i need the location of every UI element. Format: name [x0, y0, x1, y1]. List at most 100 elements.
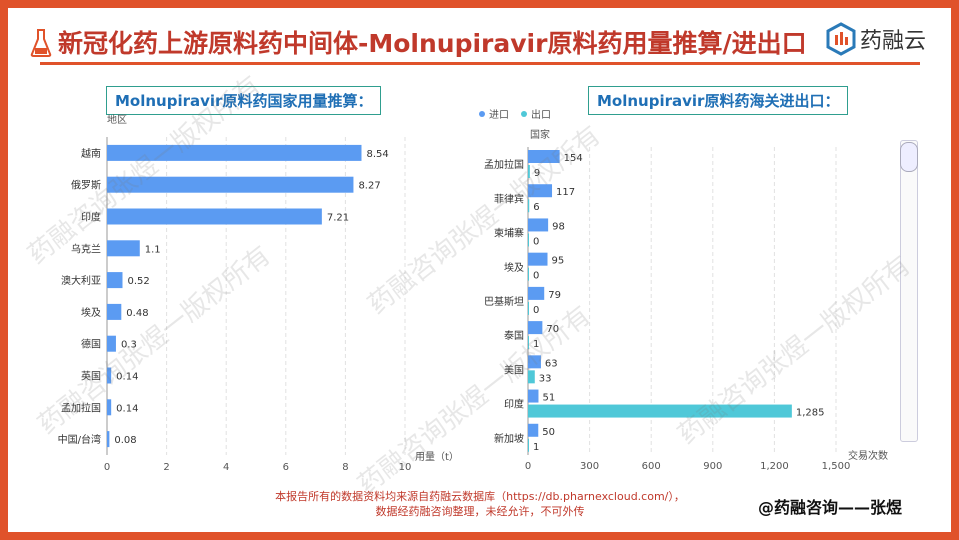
brand-name: 药融云: [860, 29, 927, 54]
bar: [528, 389, 539, 403]
bar: [528, 165, 530, 178]
bar: [528, 423, 539, 437]
bar-value-label: 0: [533, 305, 539, 316]
y-tick-label: 越南: [81, 147, 101, 160]
bar-value-label: 1: [533, 442, 539, 453]
bar-value-label: 0: [533, 236, 539, 247]
bar-value-label: 0.52: [127, 276, 149, 287]
chart-scroll-handle[interactable]: [900, 142, 918, 172]
brand-logo: 药融云: [826, 22, 926, 56]
bar: [528, 252, 548, 266]
bar: [107, 431, 110, 448]
bar: [528, 233, 529, 247]
x-tick-label: 1,500: [822, 461, 851, 470]
bar-value-label: 98: [552, 221, 565, 232]
legend-label: 进口: [489, 109, 509, 121]
data-source-note: 本报告所有的数据资料均来源自药融云数据库（https://db.pharnexc…: [230, 489, 730, 519]
hexagon-logo-icon: [826, 22, 856, 56]
y-tick-label: 英国: [81, 370, 101, 383]
bar-value-label: 0.08: [114, 435, 136, 446]
bar-value-label: 8.54: [366, 149, 388, 160]
right-panel-title: Molnupiravir原料药海关进出口：: [588, 86, 849, 115]
flask-icon: [30, 29, 52, 57]
bar-value-label: 1,285: [796, 408, 825, 419]
x-tick-label: 600: [642, 461, 661, 470]
y-tick-label: 中国/台湾: [58, 433, 101, 446]
bar-value-label: 8.27: [358, 181, 380, 192]
bar-value-label: 51: [542, 393, 555, 404]
bar-value-label: 0.14: [116, 372, 138, 383]
bar: [107, 367, 112, 384]
x-axis-title: 交易次数: [848, 449, 888, 462]
bar: [107, 399, 112, 416]
bar: [528, 218, 549, 232]
legend-marker: [521, 111, 527, 117]
bar-value-label: 1: [533, 339, 539, 350]
bar: [107, 144, 362, 161]
x-tick-label: 2: [163, 462, 169, 473]
y-tick-label: 俄罗斯: [71, 179, 101, 192]
bar-value-label: 0.14: [116, 403, 138, 414]
bar-value-label: 0.48: [126, 308, 148, 319]
bar: [528, 370, 535, 384]
bar-value-label: 7.21: [327, 213, 349, 224]
bar-value-label: 117: [556, 187, 575, 198]
bar: [107, 303, 122, 320]
bar: [528, 355, 541, 369]
y-tick-label: 菲律宾: [494, 192, 524, 205]
y-tick-label: 德国: [81, 338, 101, 351]
slide-title: 新冠化药上游原料药中间体-Molnupiravir原料药用量推算/进出口: [58, 29, 807, 58]
bar-value-label: 95: [552, 256, 565, 267]
legend-marker: [479, 111, 485, 117]
bar-value-label: 6: [533, 202, 539, 213]
y-tick-label: 美国: [504, 363, 524, 376]
x-tick-label: 8: [342, 462, 348, 473]
x-tick-label: 1,200: [760, 461, 789, 470]
x-tick-label: 0: [104, 462, 110, 473]
bar: [528, 321, 543, 335]
bar-value-label: 9: [534, 168, 540, 179]
bar-value-label: 79: [548, 290, 561, 301]
y-tick-label: 澳大利亚: [61, 274, 101, 287]
y-tick-label: 埃及: [504, 261, 524, 274]
x-axis-title: 用量（t）: [415, 451, 459, 463]
bar: [528, 267, 529, 281]
y-tick-label: 泰国: [504, 329, 524, 342]
x-tick-label: 0: [525, 461, 531, 470]
x-tick-label: 300: [580, 461, 599, 470]
bar: [528, 184, 553, 198]
bar: [528, 438, 529, 452]
footer-line-1: 本报告所有的数据资料均来源自药融云数据库（https://db.pharnexc…: [275, 490, 685, 503]
bar-value-label: 63: [545, 358, 558, 369]
y-axis-title: 地区: [107, 113, 127, 126]
legend-label: 出口: [531, 108, 551, 121]
bar: [107, 208, 322, 225]
y-tick-label: 孟加拉国: [61, 401, 101, 414]
left-panel-title: Molnupiravir原料药国家用量推算：: [106, 86, 382, 115]
y-tick-label: 柬埔寨: [494, 227, 524, 240]
x-tick-label: 6: [283, 462, 289, 473]
bar-value-label: 70: [546, 324, 559, 335]
bar-value-label: 33: [539, 373, 552, 384]
bar: [528, 286, 545, 300]
y-tick-label: 印度: [81, 211, 101, 224]
bar: [528, 150, 560, 163]
y-tick-label: 印度: [504, 398, 524, 411]
bar: [107, 272, 123, 289]
y-tick-label: 巴基斯坦: [484, 295, 524, 308]
y-tick-label: 埃及: [81, 306, 101, 319]
title-divider: [40, 62, 920, 65]
chart-scroll-track[interactable]: [900, 140, 918, 442]
footer-line-2: 数据经药融咨询整理，未经允许，不可外传: [375, 505, 585, 518]
bar-value-label: 0.3: [121, 340, 137, 351]
bar: [107, 176, 354, 193]
bar: [528, 199, 530, 213]
bar: [528, 301, 529, 315]
bar: [107, 240, 140, 257]
x-tick-label: 4: [223, 462, 229, 473]
x-tick-label: 900: [703, 461, 722, 470]
bar-value-label: 0: [533, 271, 539, 282]
y-axis-title: 国家: [530, 128, 550, 141]
